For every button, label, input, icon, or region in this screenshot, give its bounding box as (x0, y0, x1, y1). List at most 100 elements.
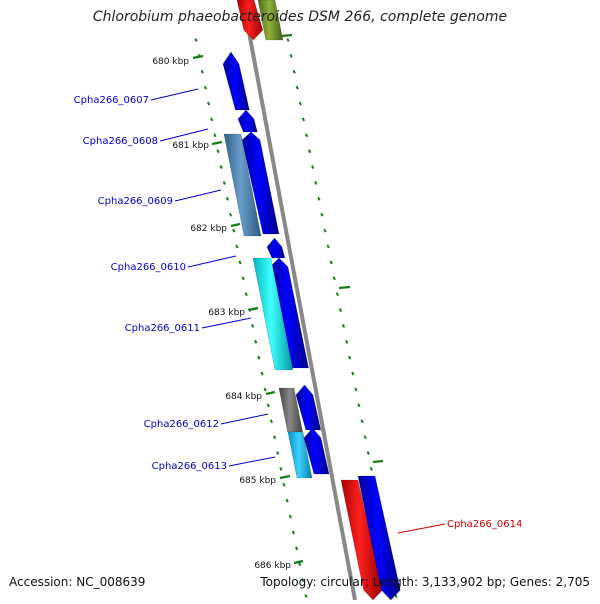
feature-blue-0613-right (303, 427, 330, 475)
ruler-dot-left (272, 435, 277, 440)
tick-label: 682 kbp (190, 224, 227, 234)
ruler-major-tick (211, 140, 223, 146)
gene-label-leader (397, 523, 446, 534)
backbone-line (241, 0, 357, 601)
gene-label: Cpha266_0609 (98, 196, 173, 207)
ruler-dot-left (301, 578, 305, 583)
ruler-dot-right (326, 244, 330, 249)
feature-red-top (236, 0, 264, 41)
ruler-major-tick (279, 474, 291, 480)
accession-text: Accession: NC_008639 (9, 575, 146, 589)
gene-label: Cpha266_0607 (74, 95, 149, 106)
tick-label: 685 kbp (239, 476, 276, 486)
ruler-dot-left (203, 85, 208, 90)
ruler-dot-left (291, 530, 296, 535)
gene-label-leader (220, 413, 269, 425)
ruler-dot-left (216, 149, 220, 154)
tick-label: 683 kbp (208, 308, 245, 318)
feature-blue-0609-right (241, 131, 280, 235)
ruler-dot-left (276, 451, 280, 455)
gene-label-leader (150, 88, 199, 101)
ruler-dot-right (314, 181, 318, 185)
ruler-dot-right (354, 387, 358, 392)
ruler-dot-right (332, 276, 336, 281)
ruler-dot-right (345, 339, 349, 344)
ruler-dot-right (320, 212, 324, 217)
gene-label: Cpha266_0611 (125, 323, 200, 334)
ruler-dot-left (288, 514, 292, 519)
ruler-dot-left (200, 69, 204, 74)
ruler-dot-right (295, 85, 299, 90)
ruler-major-tick (248, 306, 259, 312)
ruler-dot-left (266, 403, 270, 408)
ruler-dot-left (263, 387, 267, 392)
ruler-dot-right (292, 69, 296, 74)
ruler-dot-right (369, 466, 373, 471)
gene-label: Cpha266_0610 (111, 262, 186, 273)
ruler-dot-left (244, 292, 248, 297)
tick-label: 684 kbp (225, 392, 262, 402)
ruler-major-tick-right (338, 285, 351, 290)
gene-label-leader (228, 456, 276, 467)
ruler-dot-left (194, 38, 198, 42)
ruler-dot-left (228, 212, 233, 217)
ruler-major-tick-right (281, 33, 293, 38)
tick-label: 681 kbp (172, 141, 209, 151)
tick-label: 686 kbp (254, 561, 291, 571)
ruler-dot-left (210, 117, 214, 122)
gene-label: Cpha266_0614 (447, 519, 522, 530)
ruler-dot-right (363, 435, 367, 440)
ruler-dot-left (235, 244, 239, 249)
genome-summary-text: Topology: circular; Length: 3,133,902 bp… (260, 575, 590, 589)
ruler-dot-right (311, 165, 315, 170)
tick-label: 680 kbp (152, 57, 189, 67)
ruler-dot-left (298, 562, 302, 567)
ruler-dot-left (241, 276, 245, 281)
ruler-dot-right (286, 38, 290, 42)
ruler-major-tick-right (372, 459, 384, 464)
gene-label: Cpha266_0612 (144, 419, 219, 430)
ruler-dots (192, 33, 398, 598)
ruler-dot-left (282, 482, 286, 487)
ruler-dot-left (206, 101, 211, 106)
ruler-dot-left (304, 594, 308, 598)
map-title: Chlorobium phaeobacteroides DSM 266, com… (92, 9, 508, 25)
ruler-dot-left (257, 355, 261, 360)
ruler-dot-left (294, 546, 299, 551)
feature-track (222, 0, 401, 601)
ruler-dot-left (254, 339, 258, 344)
gene-label-leader (187, 255, 237, 268)
ruler-major-tick (293, 559, 304, 565)
ruler-dot-left (279, 466, 283, 471)
label-layer: 680 kbp 681 kbp 682 kbp 683 kbp 684 kbp 685 k… (74, 57, 523, 571)
ruler-dot-left (222, 181, 226, 185)
gene-label: Cpha266_0608 (83, 136, 158, 147)
feature-cpha266-0607 (222, 51, 250, 111)
ruler-dot-right (304, 133, 309, 138)
ruler-dot-left (269, 419, 274, 424)
ruler-dot-right (341, 324, 346, 328)
ruler-dot-right (298, 101, 302, 106)
gene-label-leader (174, 189, 222, 202)
feature-blue-0614-right (357, 475, 401, 601)
ruler-dot-right (335, 292, 339, 297)
feature-cpha266-0614 (340, 479, 383, 601)
ruler-dot-right (317, 196, 321, 201)
ruler-dot-right (329, 260, 333, 265)
gene-label: Cpha266_0613 (152, 461, 227, 472)
ruler-dot-right (351, 371, 355, 376)
ruler-major-tick (192, 54, 204, 60)
genome-backbone (241, 0, 357, 601)
ruler-dot-right (366, 451, 370, 455)
feature-cpha266-0610 (266, 237, 286, 259)
ruler-dot-right (323, 228, 327, 233)
ruler-dot-left (225, 196, 230, 201)
ruler-dot-right (289, 53, 293, 58)
ruler-dot-left (238, 260, 242, 265)
ruler-major-tick (265, 390, 276, 396)
gene-label-leader (201, 317, 252, 329)
feature-cpha266-0609 (223, 133, 262, 237)
ruler-dot-right (338, 308, 343, 312)
